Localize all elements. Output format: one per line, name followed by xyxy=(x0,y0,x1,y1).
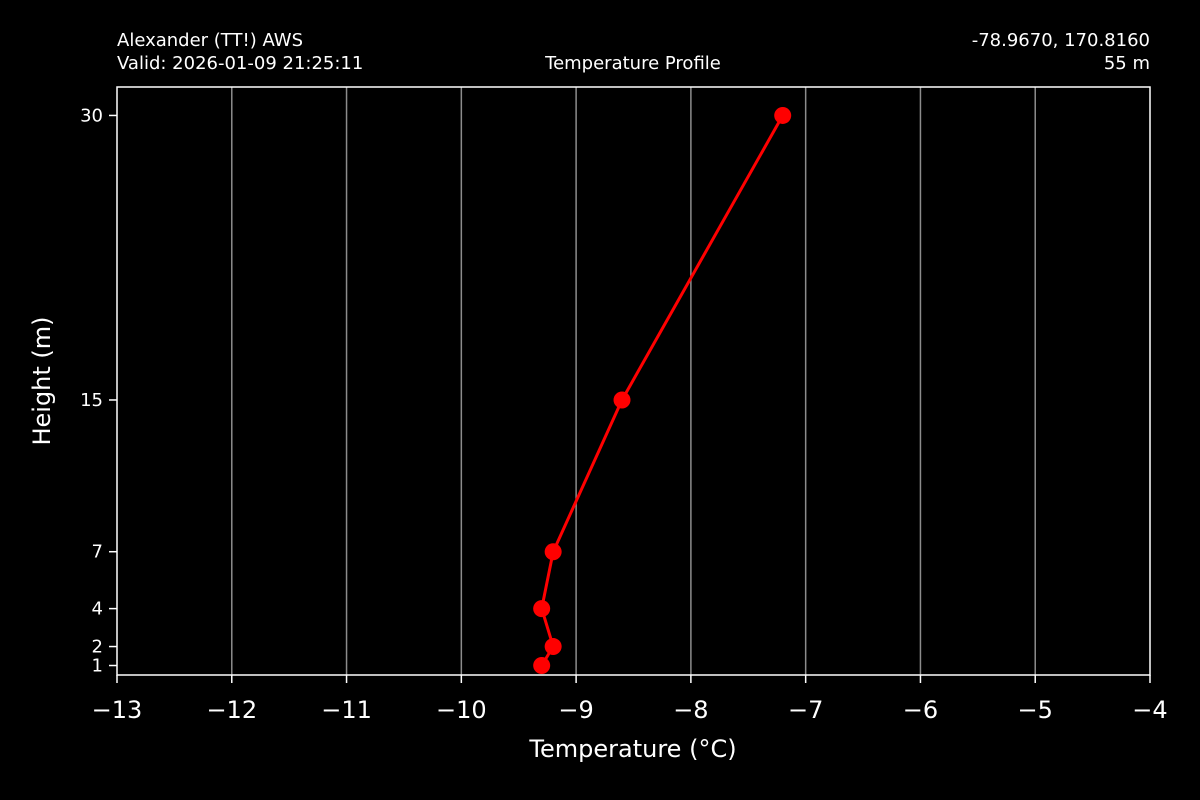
x-tick-label: −9 xyxy=(558,696,593,724)
x-tick-label: −6 xyxy=(903,696,938,724)
chart-title: Temperature Profile xyxy=(544,53,721,74)
station-name: Alexander (TT!) AWS xyxy=(117,30,303,51)
data-point-marker xyxy=(613,391,631,409)
y-tick-label: 7 xyxy=(92,542,103,563)
y-tick-label: 4 xyxy=(92,599,103,620)
plot-frame xyxy=(116,86,1151,676)
x-tick-label: −5 xyxy=(1018,696,1053,724)
grid-lines xyxy=(231,87,1036,675)
series-markers xyxy=(533,106,792,675)
data-point-marker xyxy=(774,106,792,124)
x-tick-label: −10 xyxy=(436,696,487,724)
valid-time: Valid: 2026-01-09 21:25:11 xyxy=(117,53,363,74)
data-point-marker xyxy=(544,638,562,656)
x-tick-label: −7 xyxy=(788,696,823,724)
x-axis-label: Temperature (°C) xyxy=(528,735,736,763)
station-coordinates: -78.9670, 170.8160 xyxy=(972,30,1150,51)
y-axis-label: Height (m) xyxy=(28,316,56,445)
y-tick-label: 2 xyxy=(92,637,103,658)
x-tick-label: −12 xyxy=(206,696,257,724)
x-tick-label: −13 xyxy=(92,696,143,724)
x-tick-label: −11 xyxy=(321,696,372,724)
x-tick-label: −4 xyxy=(1132,696,1167,724)
x-axis-ticks: −13 −12 −11 −10 −9 −8 −7 −6 −5 −4 xyxy=(92,675,1168,724)
station-elevation: 55 m xyxy=(1104,53,1150,74)
data-point-marker xyxy=(533,657,551,675)
data-point-marker xyxy=(544,543,562,561)
y-tick-label: 1 xyxy=(92,656,103,677)
y-tick-label: 30 xyxy=(80,105,103,126)
y-tick-label: 15 xyxy=(80,390,103,411)
y-axis-ticks: 12 4 7 15 30 xyxy=(80,105,117,677)
data-point-marker xyxy=(533,600,551,618)
x-tick-label: −8 xyxy=(673,696,708,724)
